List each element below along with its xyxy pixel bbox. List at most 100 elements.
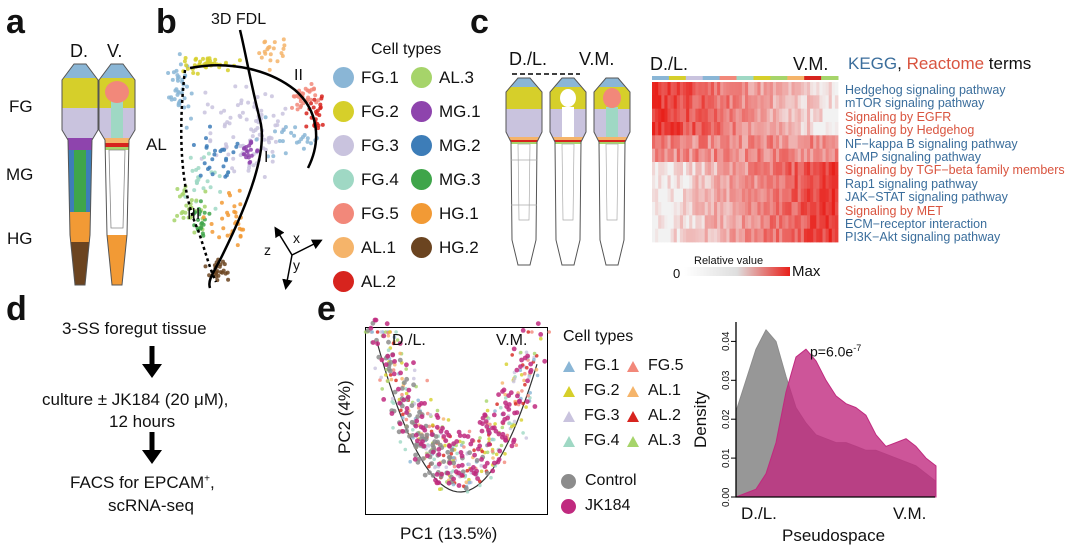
pca-right-label: V.M. bbox=[496, 332, 528, 349]
heatmap-cell bbox=[673, 215, 678, 230]
heatmap-cell bbox=[797, 162, 802, 176]
heatmap-cell bbox=[766, 202, 771, 216]
heatmap-cell bbox=[748, 215, 752, 230]
heatmap-cell bbox=[707, 188, 712, 203]
heatmap-cell bbox=[652, 108, 656, 123]
heatmap-cell bbox=[726, 202, 730, 216]
fdl-cell-point bbox=[238, 202, 243, 207]
heatmap-cell bbox=[776, 175, 780, 190]
legend-label: MG.2 bbox=[439, 135, 481, 155]
heatmap-cell bbox=[686, 162, 690, 176]
heatmap-cell bbox=[822, 162, 826, 176]
pca-jk184-point bbox=[497, 448, 503, 454]
legend-label: FG.2 bbox=[361, 101, 399, 121]
heatmap-cell bbox=[661, 175, 665, 190]
pca-cell-point bbox=[503, 452, 507, 456]
pca-cell-point bbox=[395, 338, 400, 342]
scale-gradient bbox=[684, 267, 790, 276]
fdl-cell-point bbox=[174, 68, 179, 73]
heatmap-cell bbox=[813, 188, 817, 203]
heatmap-group-bar bbox=[787, 76, 805, 80]
pca-cell-point bbox=[489, 475, 493, 480]
heatmap-cell bbox=[673, 162, 678, 176]
heatmap-cell bbox=[797, 175, 802, 190]
heatmap-cell bbox=[800, 148, 805, 163]
heatmap-cell bbox=[831, 202, 836, 216]
fdl-cell-point bbox=[205, 57, 210, 62]
heatmap-cell bbox=[763, 122, 768, 136]
heatmap-cell bbox=[732, 228, 737, 243]
heatmap-cell bbox=[679, 162, 684, 176]
pca-jk184-point bbox=[397, 421, 403, 427]
heatmap-cell bbox=[717, 82, 721, 96]
fdl-cell-point bbox=[208, 185, 213, 190]
e-legend-label: FG.2 bbox=[584, 382, 620, 399]
heatmap-cell bbox=[748, 162, 752, 176]
pca-jk184-point bbox=[500, 389, 505, 394]
heatmap-cell bbox=[754, 175, 758, 190]
heatmap-cell bbox=[726, 228, 730, 243]
heatmap-cell bbox=[652, 82, 656, 96]
heatmap-cell bbox=[769, 82, 774, 96]
pca-control-point bbox=[427, 470, 432, 475]
pca-control-point bbox=[409, 403, 415, 408]
heatmap-cell bbox=[661, 82, 665, 96]
heatmap-cell bbox=[726, 148, 730, 163]
fdl-cell-point bbox=[213, 148, 217, 153]
heatmap-cell bbox=[661, 188, 665, 203]
heatmap-cell bbox=[683, 148, 687, 163]
fdl-cell-point bbox=[305, 136, 310, 141]
heatmap-cell bbox=[803, 148, 808, 163]
heatmap-cell bbox=[692, 108, 696, 123]
fdl-cell-point bbox=[209, 222, 214, 226]
legend-item-fg-2: FG.2 bbox=[333, 101, 399, 122]
heatmap-cell bbox=[800, 175, 805, 190]
legend-label: AL.1 bbox=[361, 237, 396, 257]
heatmap-cell bbox=[652, 162, 656, 176]
cell-types-title: Cell types bbox=[371, 41, 442, 58]
heatmap-cell bbox=[772, 162, 777, 176]
heatmap-cell bbox=[772, 108, 777, 123]
heatmap-cell bbox=[819, 175, 823, 190]
pca-jk184-point bbox=[421, 443, 427, 449]
heatmap-cell bbox=[670, 202, 675, 216]
fdl-cell-point bbox=[245, 149, 250, 154]
fdl-cell-point bbox=[200, 231, 205, 236]
pca-jk184-point bbox=[447, 460, 453, 466]
heatmap-cell bbox=[831, 215, 836, 230]
heatmap-cell bbox=[692, 215, 696, 230]
heatmap-cell bbox=[689, 95, 693, 110]
pca-jk184-point bbox=[522, 355, 528, 361]
heatmap-cell bbox=[741, 108, 746, 123]
fdl-cell-point bbox=[312, 97, 317, 102]
fdl-cell-point bbox=[192, 188, 197, 193]
heatmap-cell bbox=[776, 108, 780, 123]
pca-cell-point bbox=[503, 396, 508, 400]
pca-control-point bbox=[415, 414, 421, 420]
fdl-cell-point bbox=[215, 269, 220, 274]
pca-jk184-point bbox=[401, 397, 407, 403]
pca-control-point bbox=[413, 443, 418, 448]
pca-cell-point bbox=[403, 447, 408, 452]
heatmap-cell bbox=[757, 175, 761, 190]
legend-item-al-1: AL.1 bbox=[333, 237, 396, 258]
heatmap bbox=[652, 76, 839, 243]
heatmap-cell bbox=[729, 122, 733, 136]
fdl-cell-point bbox=[231, 150, 236, 155]
heatmap-cell bbox=[686, 202, 690, 216]
fdl-cell-point bbox=[196, 166, 201, 170]
heatmap-cell bbox=[704, 135, 709, 150]
heatmap-cell bbox=[748, 228, 752, 243]
pca-cell-point bbox=[394, 330, 398, 334]
heatmap-cell bbox=[748, 122, 752, 136]
pca-jk184-point bbox=[503, 437, 509, 443]
fdl-cell-point bbox=[244, 117, 249, 122]
heatmap-cell bbox=[679, 215, 684, 230]
fdl-cell-point bbox=[202, 161, 207, 166]
legend-swatch bbox=[411, 101, 432, 122]
heatmap-cell bbox=[785, 95, 789, 110]
pca-jk184-point bbox=[465, 434, 471, 439]
heatmap-cell bbox=[831, 148, 836, 163]
heatmap-cell bbox=[825, 202, 830, 216]
heatmap-cell bbox=[769, 175, 774, 190]
